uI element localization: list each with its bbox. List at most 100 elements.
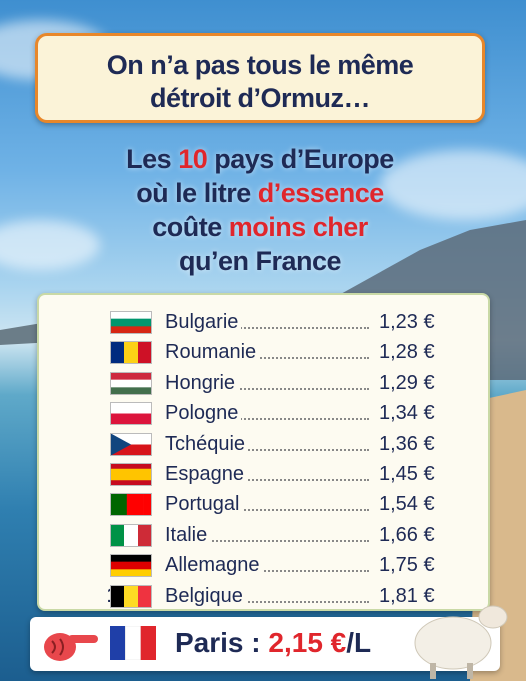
leader-dots <box>169 387 369 390</box>
country: Hongrie <box>165 371 239 395</box>
flag-stripe <box>124 523 139 547</box>
country: Bulgarie <box>165 311 242 334</box>
flag-stripe <box>110 413 152 426</box>
leader-dots <box>169 418 369 421</box>
flag-stripe <box>110 493 119 517</box>
flag-stripe <box>124 341 139 365</box>
cloud <box>0 220 100 270</box>
flag <box>110 523 152 547</box>
flag-stripe <box>138 584 152 608</box>
paris-price-value: 2,15 € <box>268 627 347 658</box>
flag <box>110 493 152 517</box>
flag-border <box>110 432 152 456</box>
subtitle-highlight: d’essence <box>257 178 385 208</box>
price: 1,66 € <box>375 523 435 547</box>
flag <box>110 311 152 334</box>
price: 1,45 € <box>375 463 435 486</box>
country: Roumanie <box>165 341 260 365</box>
price: 1,29 € <box>375 371 435 395</box>
country: Italie <box>165 523 211 547</box>
flag-border <box>110 341 152 365</box>
flag <box>110 554 152 578</box>
price: 1,75 € <box>375 554 435 578</box>
flag-stripe <box>143 493 152 517</box>
subtitle-text: où le litre <box>136 178 258 208</box>
flag-stripe <box>110 326 152 334</box>
country: Allemagne <box>165 554 263 578</box>
flag-stripe <box>110 561 152 570</box>
price: 1,23 € <box>375 311 435 334</box>
leader-dots <box>169 539 369 542</box>
subtitle-line: où le litre d’essence <box>40 176 480 210</box>
title-line: détroit d’Ormuz… <box>150 83 371 113</box>
price: 1,36 € <box>375 432 435 456</box>
flag-stripe <box>118 493 128 517</box>
flag-triangle <box>110 432 131 456</box>
flag-stripe <box>138 523 152 547</box>
flag-border <box>110 371 152 395</box>
flag <box>110 371 152 395</box>
flag-stripe <box>110 468 152 475</box>
flag <box>110 402 152 426</box>
flag-stripe <box>110 523 125 547</box>
pointing-hand-icon <box>44 633 98 661</box>
leader-dots <box>169 509 369 512</box>
paris-unit: /L <box>346 627 372 658</box>
flag-stripe <box>110 584 125 608</box>
flag-stripe <box>138 341 152 365</box>
price: 1,81 € <box>375 584 435 608</box>
flag-stripe <box>110 387 152 395</box>
subtitle-line: coûte moins cher <box>40 210 480 244</box>
price: 1,54 € <box>375 493 435 517</box>
subtitle-line: Les 10 pays d’Europe <box>40 142 480 176</box>
leader-dots <box>169 570 369 573</box>
flag-stripe <box>110 432 152 445</box>
flag-stripe <box>126 493 136 517</box>
paris-label: Paris : <box>175 627 269 658</box>
flag-stripe <box>110 341 125 365</box>
flag-border <box>110 584 152 608</box>
flag <box>110 584 152 608</box>
flag-stripe <box>124 584 139 608</box>
flag-stripe <box>110 480 152 486</box>
leader-dots <box>169 327 369 329</box>
subtitle-highlight: 10 <box>178 144 208 174</box>
leader-dots <box>169 479 369 481</box>
flag-border <box>110 554 152 578</box>
country: Espagne <box>165 463 247 486</box>
price: 1,28 € <box>375 341 435 365</box>
flag <box>110 432 152 456</box>
leader-dots <box>169 600 369 603</box>
flag-border <box>110 402 152 426</box>
country: Belgique <box>165 584 246 608</box>
flag-border <box>110 463 152 486</box>
sheep-illustration <box>414 605 508 679</box>
country: Tchéquie <box>165 432 249 456</box>
flag-stripe <box>110 569 152 578</box>
subtitle-text: qu’en France <box>178 246 342 276</box>
flag-stripe <box>110 444 152 456</box>
subtitle: Les 10 pays d’Europe où le litre d’essenc… <box>40 142 480 278</box>
flag-stripe <box>110 474 152 481</box>
flag-stripe <box>135 493 144 517</box>
flag-stripe <box>110 371 152 380</box>
flag-stripe <box>110 311 152 319</box>
subtitle-text: pays d’Europe <box>207 144 394 174</box>
subtitle-line: qu’en France <box>40 244 480 278</box>
leader-dots <box>169 448 369 451</box>
subtitle-text: Les <box>126 144 179 174</box>
flag <box>110 463 152 486</box>
flag-border <box>110 311 152 334</box>
subtitle-highlight: moins cher <box>228 212 369 242</box>
flag-stripe <box>110 463 152 470</box>
flag-stripe <box>110 379 152 388</box>
flag-france <box>110 626 156 660</box>
subtitle-text: coûte <box>152 212 229 242</box>
